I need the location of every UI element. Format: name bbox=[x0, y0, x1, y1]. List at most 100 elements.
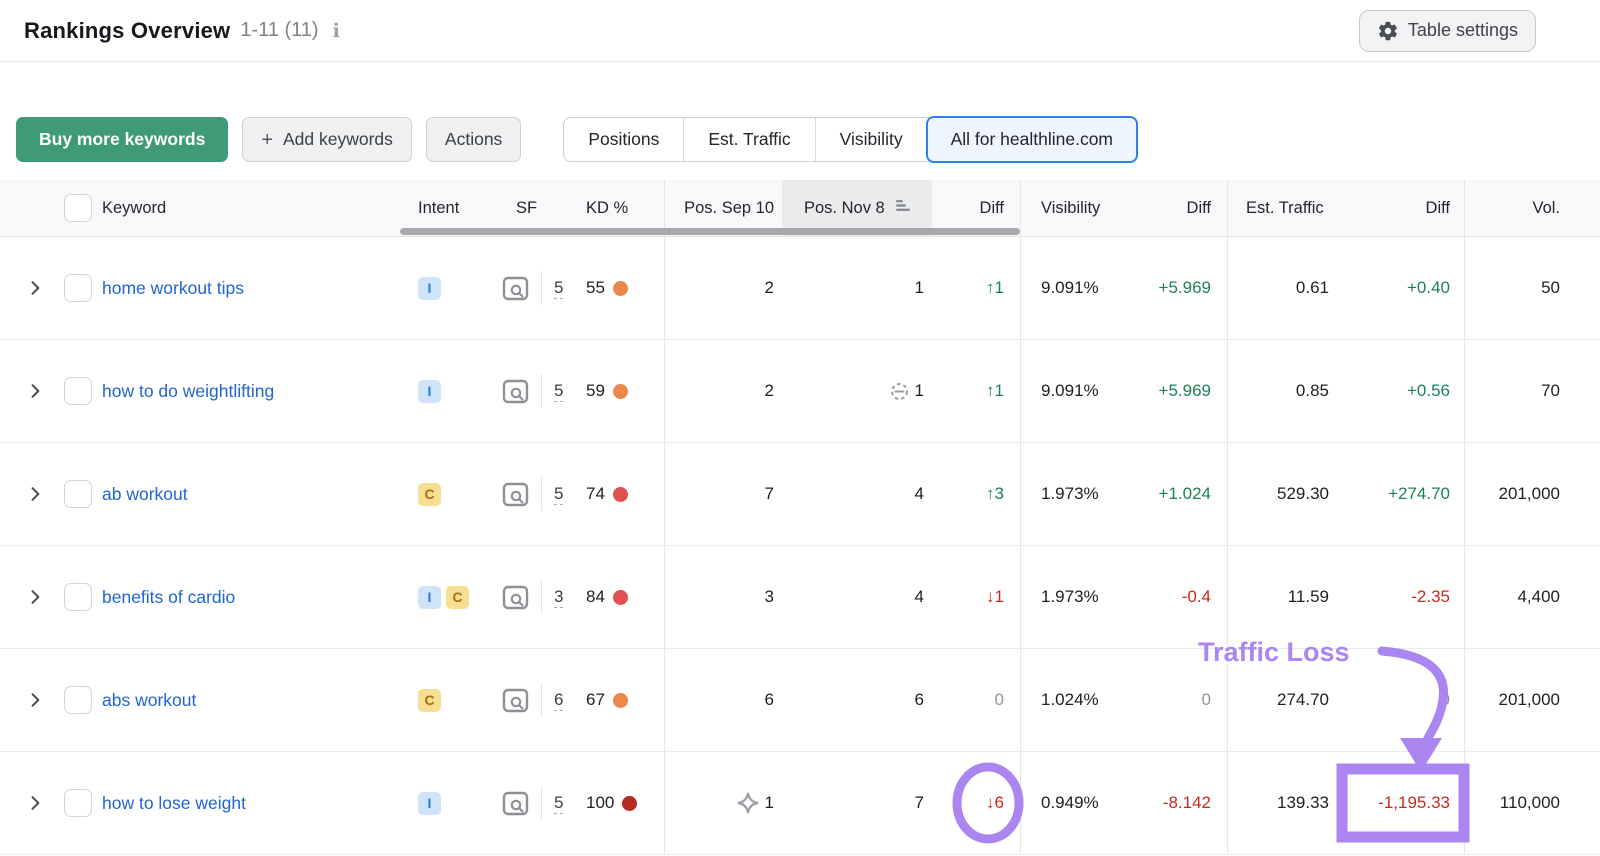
sf-count[interactable]: 5 bbox=[554, 792, 564, 815]
kd-difficulty-dot bbox=[612, 589, 628, 605]
keyword-link[interactable]: how to do weightlifting bbox=[102, 380, 275, 401]
keyword-link[interactable]: benefits of cardio bbox=[102, 586, 236, 607]
tab-all-for-healthline-com[interactable]: All for healthline.com bbox=[925, 116, 1139, 163]
col-header-vis-diff[interactable]: Diff bbox=[1186, 198, 1211, 217]
est-traffic-diff-value: -2.35 bbox=[1411, 587, 1450, 606]
expand-chevron-icon[interactable] bbox=[16, 587, 54, 607]
pos-nov8-cell: 6 bbox=[782, 649, 932, 751]
col-header-keyword[interactable]: Keyword bbox=[102, 198, 167, 217]
tab-visibility[interactable]: Visibility bbox=[814, 118, 927, 161]
plus-icon: + bbox=[261, 128, 273, 151]
tab-est-traffic[interactable]: Est. Traffic bbox=[683, 118, 814, 161]
serp-features-icon[interactable] bbox=[502, 276, 529, 301]
visibility-value: 1.973% bbox=[1041, 484, 1099, 503]
vis-diff-cell: +5.969 bbox=[1130, 237, 1227, 339]
est-traffic-diff-value: +0.56 bbox=[1406, 381, 1450, 400]
row-checkbox[interactable] bbox=[64, 274, 92, 302]
sf-divider bbox=[541, 786, 542, 820]
select-all-checkbox[interactable] bbox=[64, 194, 92, 222]
checkbox-cell bbox=[54, 443, 102, 545]
pos-nov8-value: 6 bbox=[914, 690, 924, 709]
actions-button[interactable]: Actions bbox=[425, 117, 522, 162]
kd-value: 67 bbox=[586, 690, 605, 709]
expand-chevron-icon[interactable] bbox=[16, 690, 54, 710]
table-row: how to do weightlifting I 5 59 2 1 ↑1 9.091% +5.… bbox=[0, 340, 1600, 443]
est-traffic-diff-value: 0 bbox=[1440, 690, 1450, 709]
expand-chevron-icon[interactable] bbox=[16, 278, 54, 298]
col-header-traffic-diff[interactable]: Diff bbox=[1425, 198, 1450, 217]
expand-chevron-icon[interactable] bbox=[16, 381, 54, 401]
kd-cell: 59 bbox=[572, 340, 664, 442]
table-row: how to lose weight I 5 100 1 7 ↓6 0.949% -8.142 1… bbox=[0, 752, 1600, 855]
row-checkbox[interactable] bbox=[64, 480, 92, 508]
intent-badge-i[interactable]: I bbox=[418, 585, 441, 609]
col-header-visibility[interactable]: Visibility bbox=[1020, 180, 1130, 236]
serp-features-icon[interactable] bbox=[502, 482, 529, 507]
row-checkbox[interactable] bbox=[64, 583, 92, 611]
expand-cell bbox=[16, 237, 54, 339]
col-header-est-traffic[interactable]: Est. Traffic bbox=[1227, 180, 1339, 236]
table-row: home workout tips I 5 55 2 1 ↑1 9.091% +5.969 0.6… bbox=[0, 237, 1600, 340]
col-header-intent[interactable]: Intent bbox=[418, 198, 460, 217]
row-checkbox[interactable] bbox=[64, 789, 92, 817]
intent-badge-i[interactable]: I bbox=[418, 791, 441, 815]
expand-cell bbox=[16, 752, 54, 854]
col-header-pos-diff[interactable]: Diff bbox=[979, 198, 1004, 217]
title-bar: Rankings Overview 1-11 (11) i Table sett… bbox=[0, 0, 1600, 62]
keyword-cell: how to lose weight bbox=[102, 752, 402, 854]
add-keywords-button[interactable]: + Add keywords bbox=[242, 117, 412, 162]
keyword-link[interactable]: abs workout bbox=[102, 689, 197, 710]
kd-cell: 100 bbox=[572, 752, 664, 854]
sf-cell: 5 bbox=[482, 752, 572, 854]
serp-features-icon[interactable] bbox=[502, 585, 529, 610]
sf-count[interactable]: 3 bbox=[554, 586, 564, 609]
col-header-volume[interactable]: Vol. bbox=[1464, 180, 1600, 236]
row-checkbox[interactable] bbox=[64, 686, 92, 714]
serp-features-icon[interactable] bbox=[502, 688, 529, 713]
kd-difficulty-dot bbox=[612, 280, 628, 296]
intent-badge-c[interactable]: C bbox=[418, 688, 441, 712]
tab-positions[interactable]: Positions bbox=[588, 129, 660, 149]
kd-value: 59 bbox=[586, 381, 605, 400]
volume-value: 201,000 bbox=[1498, 690, 1560, 709]
expand-chevron-icon[interactable] bbox=[16, 484, 54, 504]
sf-count[interactable]: 6 bbox=[554, 689, 564, 712]
kd-cell: 84 bbox=[572, 546, 664, 648]
serp-features-icon[interactable] bbox=[502, 379, 529, 404]
col-header-pos-nov8[interactable]: Pos. Nov 8 bbox=[782, 180, 932, 236]
traffic-diff-cell: +0.40 bbox=[1339, 237, 1464, 339]
intent-badge-c[interactable]: C bbox=[446, 585, 469, 609]
intent-badge-i[interactable]: I bbox=[418, 276, 441, 300]
pos-diff-cell: 0 bbox=[932, 649, 1020, 751]
info-icon[interactable]: i bbox=[332, 19, 340, 42]
horizontal-scrollbar-thumb[interactable] bbox=[400, 228, 1020, 235]
sort-icon bbox=[895, 197, 912, 219]
keyword-link[interactable]: ab workout bbox=[102, 483, 188, 504]
sf-cell: 3 bbox=[482, 546, 572, 648]
volume-value: 201,000 bbox=[1498, 484, 1560, 503]
table-settings-button[interactable]: Table settings bbox=[1358, 9, 1536, 52]
table-body: home workout tips I 5 55 2 1 ↑1 9.091% +5.969 0.6… bbox=[0, 237, 1600, 855]
est-traffic-cell: 0.61 bbox=[1227, 237, 1339, 339]
visibility-cell: 9.091% bbox=[1020, 237, 1130, 339]
intent-badge-i[interactable]: I bbox=[418, 379, 441, 403]
sf-count[interactable]: 5 bbox=[554, 483, 564, 506]
col-header-sf[interactable]: SF bbox=[516, 198, 538, 217]
intent-badge-c[interactable]: C bbox=[418, 482, 441, 506]
sf-count[interactable]: 5 bbox=[554, 380, 564, 403]
est-traffic-cell: 139.33 bbox=[1227, 752, 1339, 854]
expand-chevron-icon[interactable] bbox=[16, 793, 54, 813]
row-checkbox[interactable] bbox=[64, 377, 92, 405]
serp-features-icon[interactable] bbox=[502, 791, 529, 816]
col-header-kd[interactable]: KD % bbox=[586, 198, 629, 217]
pos-sep10-cell: 3 bbox=[664, 546, 782, 648]
col-header-pos-sep10[interactable]: Pos. Sep 10 bbox=[664, 180, 782, 236]
pos-nov8-value: 4 bbox=[914, 587, 924, 606]
keyword-link[interactable]: how to lose weight bbox=[102, 792, 246, 813]
buy-more-keywords-button[interactable]: Buy more keywords bbox=[16, 117, 229, 162]
vis-diff-cell: 0 bbox=[1130, 649, 1227, 751]
sf-count[interactable]: 5 bbox=[554, 277, 564, 300]
keyword-link[interactable]: home workout tips bbox=[102, 277, 245, 298]
